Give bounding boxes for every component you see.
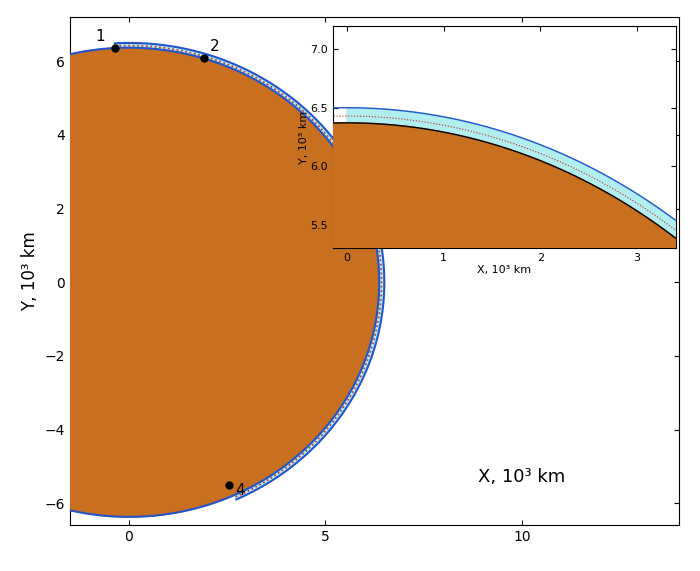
- Polygon shape: [347, 108, 686, 241]
- Y-axis label: Y, 10³ km: Y, 10³ km: [21, 231, 39, 311]
- Text: X, 10³ km: X, 10³ km: [478, 468, 566, 486]
- Y-axis label: Y, 10³ km: Y, 10³ km: [298, 110, 309, 164]
- Polygon shape: [0, 47, 379, 517]
- Polygon shape: [115, 43, 384, 500]
- Text: 4: 4: [235, 482, 244, 498]
- Text: 1: 1: [95, 29, 105, 44]
- Polygon shape: [0, 123, 700, 571]
- Text: 3: 3: [386, 216, 396, 231]
- X-axis label: X, 10³ km: X, 10³ km: [477, 264, 531, 275]
- Text: 2: 2: [209, 39, 219, 54]
